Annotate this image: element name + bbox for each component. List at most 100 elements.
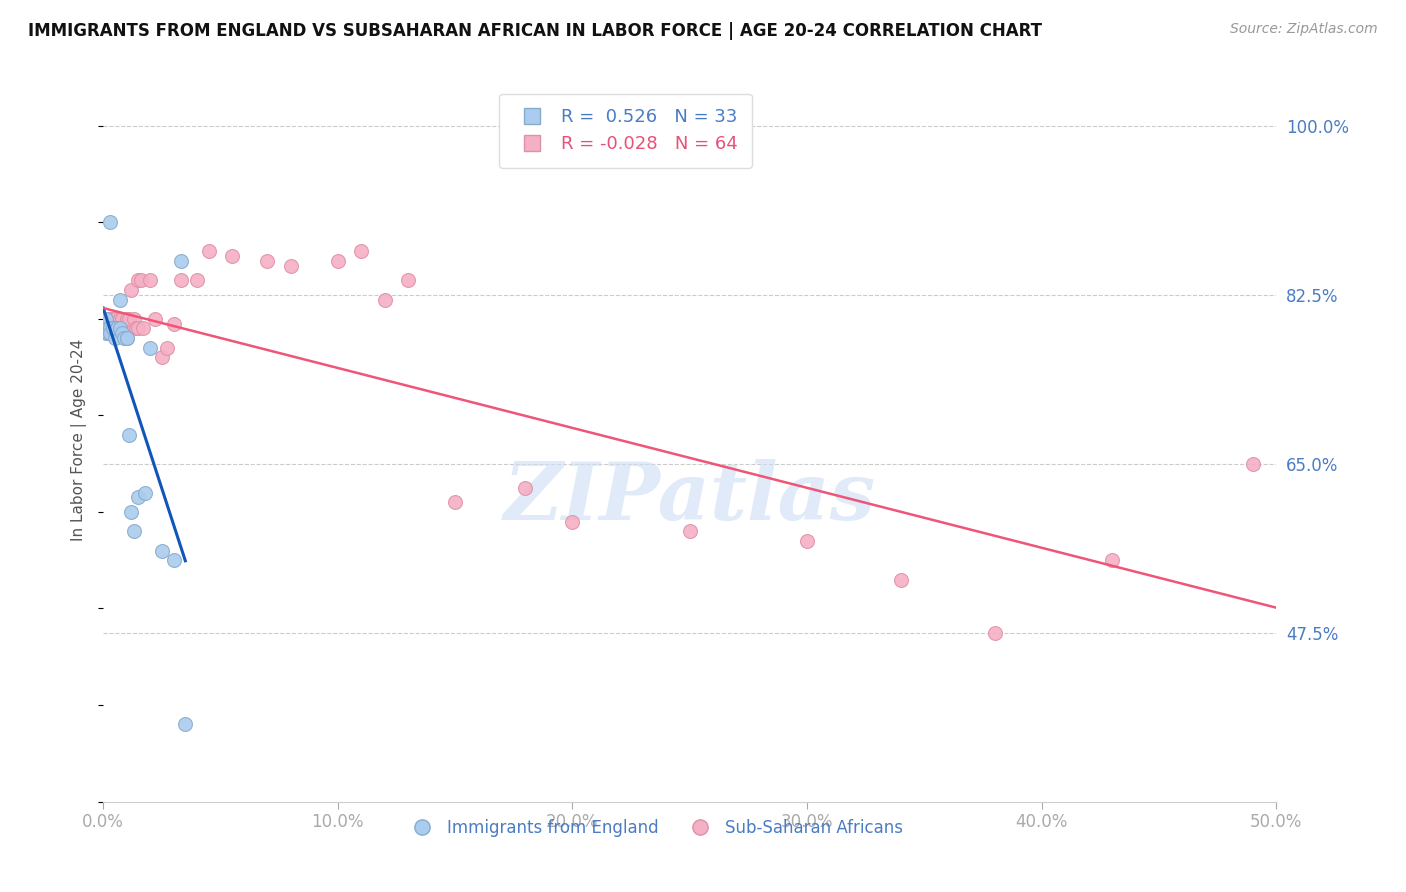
Point xyxy=(129,273,152,287)
Point xyxy=(101,321,124,335)
Point xyxy=(98,321,121,335)
Point xyxy=(115,331,138,345)
Point xyxy=(169,253,191,268)
Point xyxy=(98,311,121,326)
Point xyxy=(186,273,208,287)
Point xyxy=(94,311,117,326)
Point xyxy=(97,321,120,335)
Point xyxy=(98,321,121,335)
Point xyxy=(91,321,114,335)
Point xyxy=(101,321,124,335)
Legend: Immigrants from England, Sub-Saharan Africans: Immigrants from England, Sub-Saharan Afr… xyxy=(399,813,910,844)
Point xyxy=(374,293,396,307)
Point xyxy=(174,717,197,731)
Point xyxy=(125,321,148,335)
Point xyxy=(97,311,120,326)
Y-axis label: In Labor Force | Age 20-24: In Labor Force | Age 20-24 xyxy=(72,338,87,541)
Point xyxy=(105,321,128,335)
Point xyxy=(105,321,128,335)
Point xyxy=(115,311,138,326)
Point xyxy=(101,311,124,326)
Point xyxy=(162,553,184,567)
Point xyxy=(104,331,127,345)
Point xyxy=(515,481,537,495)
Point xyxy=(162,317,184,331)
Point xyxy=(94,321,117,335)
Point xyxy=(155,341,177,355)
Point xyxy=(98,321,121,335)
Point xyxy=(104,311,127,326)
Point xyxy=(350,244,373,259)
Point xyxy=(115,321,138,335)
Point xyxy=(94,321,117,335)
Point xyxy=(101,321,124,335)
Point xyxy=(105,321,128,335)
Point xyxy=(150,351,173,365)
Point xyxy=(120,283,142,297)
Point xyxy=(94,321,117,335)
Point xyxy=(94,321,117,335)
Point xyxy=(139,273,162,287)
Point xyxy=(111,311,134,326)
Point xyxy=(108,311,131,326)
Point xyxy=(444,495,467,509)
Point xyxy=(112,321,135,335)
Point xyxy=(91,321,114,335)
Point xyxy=(94,311,117,326)
Point xyxy=(561,515,583,529)
Point xyxy=(108,321,131,335)
Point xyxy=(139,341,162,355)
Point xyxy=(101,321,124,335)
Point xyxy=(890,573,912,587)
Point xyxy=(94,321,117,335)
Point xyxy=(796,533,818,548)
Point xyxy=(108,321,131,335)
Text: IMMIGRANTS FROM ENGLAND VS SUBSAHARAN AFRICAN IN LABOR FORCE | AGE 20-24 CORRELA: IMMIGRANTS FROM ENGLAND VS SUBSAHARAN AF… xyxy=(28,22,1042,40)
Point xyxy=(679,524,702,539)
Point xyxy=(105,321,128,335)
Point xyxy=(280,259,302,273)
Point xyxy=(115,331,138,345)
Point xyxy=(97,321,120,335)
Point xyxy=(396,273,419,287)
Point xyxy=(122,311,145,326)
Point xyxy=(118,427,141,442)
Point xyxy=(112,331,135,345)
Point xyxy=(1101,553,1123,567)
Point xyxy=(169,273,191,287)
Point xyxy=(197,244,219,259)
Text: Source: ZipAtlas.com: Source: ZipAtlas.com xyxy=(1230,22,1378,37)
Point xyxy=(143,311,166,326)
Point xyxy=(108,321,131,335)
Point xyxy=(134,485,156,500)
Point xyxy=(256,253,278,268)
Point xyxy=(111,321,134,335)
Point xyxy=(101,321,124,335)
Point xyxy=(132,321,155,335)
Point xyxy=(127,491,149,505)
Point xyxy=(104,321,127,335)
Point xyxy=(127,321,149,335)
Point xyxy=(1241,457,1264,471)
Point xyxy=(97,321,120,335)
Point xyxy=(108,293,131,307)
Point xyxy=(98,321,121,335)
Point xyxy=(118,311,141,326)
Point xyxy=(94,321,117,335)
Point xyxy=(94,321,117,335)
Point xyxy=(122,524,145,539)
Point xyxy=(94,326,117,341)
Point xyxy=(326,253,349,268)
Point xyxy=(97,321,120,335)
Point xyxy=(98,326,121,341)
Point xyxy=(111,326,134,341)
Point xyxy=(221,249,243,263)
Point xyxy=(983,625,1005,640)
Point xyxy=(127,273,149,287)
Point xyxy=(111,321,134,335)
Text: ZIPatlas: ZIPatlas xyxy=(503,458,876,536)
Point xyxy=(97,326,120,341)
Point xyxy=(104,321,127,335)
Point xyxy=(91,317,114,331)
Point xyxy=(120,505,142,519)
